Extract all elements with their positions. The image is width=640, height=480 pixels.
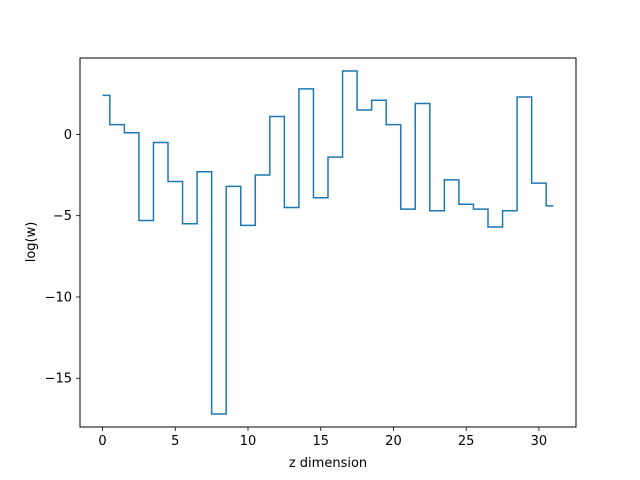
x-axis-ticks: 0 5 10 15 20 25 30 — [98, 427, 547, 449]
x-tick-label: 30 — [531, 434, 548, 449]
y-tick-label: −10 — [45, 290, 72, 305]
y-tick-label: −5 — [53, 209, 72, 224]
series-layer — [102, 70, 554, 415]
plot-frame — [79, 57, 577, 428]
y-axis-label: log(w) — [24, 222, 39, 263]
x-axis-label: z dimension — [289, 456, 367, 471]
x-tick-label: 25 — [458, 434, 475, 449]
x-tick-label: 5 — [171, 434, 179, 449]
x-tick-label: 15 — [312, 434, 329, 449]
x-tick-label: 10 — [240, 434, 257, 449]
series-line-0 — [102, 70, 554, 415]
y-tick-label: −15 — [45, 372, 72, 387]
y-tick-label: 0 — [64, 128, 72, 143]
x-tick-label: 20 — [385, 434, 402, 449]
plot-background — [80, 58, 576, 427]
y-axis-ticks: −15 −10 −5 0 — [45, 128, 80, 387]
x-tick-label: 0 — [98, 434, 106, 449]
